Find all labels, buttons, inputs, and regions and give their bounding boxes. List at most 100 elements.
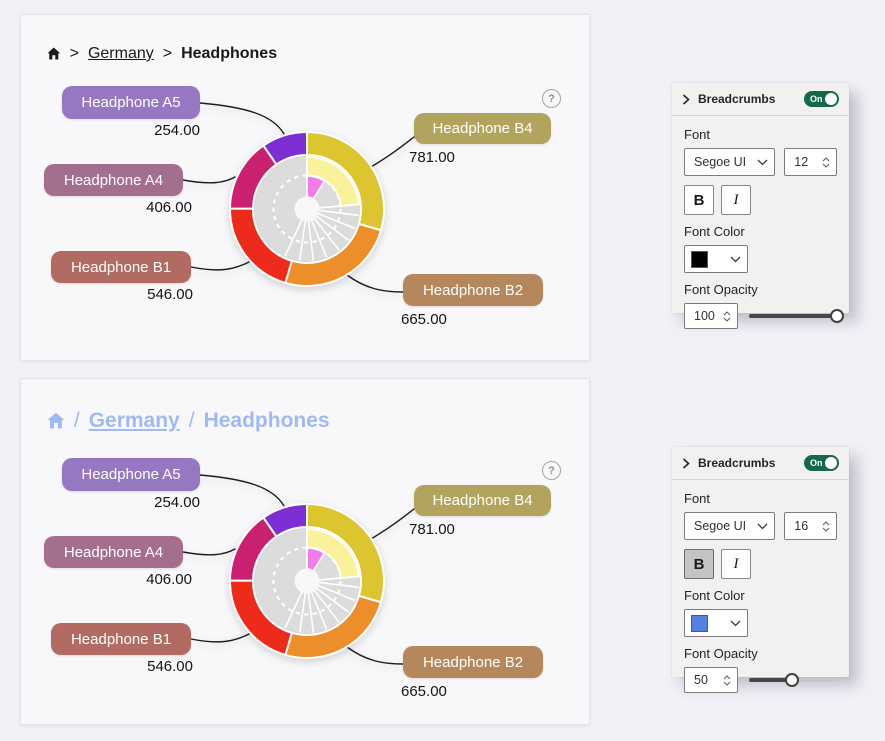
breadcrumbs-toggle[interactable]: On bbox=[804, 91, 839, 107]
ring-divider bbox=[284, 591, 303, 629]
leader-line bbox=[370, 136, 415, 168]
leader-line bbox=[370, 508, 415, 540]
opacity-value: 100 bbox=[694, 309, 715, 323]
category-badge-headphone-b4[interactable]: Headphone B4 bbox=[414, 485, 551, 516]
breadcrumb: / Germany / Headphones bbox=[47, 409, 330, 433]
value-label: 781.00 bbox=[409, 521, 455, 538]
breadcrumb-item-germany[interactable]: Germany bbox=[88, 409, 180, 432]
slider-fill bbox=[749, 678, 792, 682]
color-swatch bbox=[691, 250, 708, 268]
format-pane-breadcrumbs: Breadcrumbs On Font Segoe UI 12 B I Fo bbox=[672, 83, 849, 329]
spinner-arrows[interactable] bbox=[723, 310, 731, 322]
value-label: 254.00 bbox=[154, 122, 200, 139]
opacity-input[interactable]: 100 bbox=[684, 303, 738, 329]
toggle-on-label: On bbox=[810, 458, 823, 468]
font-size-value: 16 bbox=[794, 519, 809, 533]
value-label: 546.00 bbox=[147, 658, 193, 675]
ring-divider bbox=[298, 592, 307, 633]
opacity-value: 50 bbox=[694, 673, 708, 687]
category-badge-headphone-b2[interactable]: Headphone B2 bbox=[403, 274, 543, 306]
ring-divider bbox=[317, 584, 356, 602]
toggle-knob bbox=[825, 93, 837, 105]
italic-button[interactable]: I bbox=[721, 185, 751, 215]
font-color-dropdown[interactable] bbox=[684, 245, 748, 273]
font-opacity-label: Font Opacity bbox=[684, 646, 758, 661]
leader-line bbox=[190, 632, 252, 643]
format-section-header[interactable]: Breadcrumbs On bbox=[672, 447, 849, 480]
help-icon[interactable]: ? bbox=[542, 461, 561, 480]
font-family-value: Segoe UI bbox=[694, 519, 747, 533]
leader-line bbox=[182, 176, 236, 184]
opacity-slider[interactable] bbox=[747, 308, 844, 324]
ring-divider bbox=[318, 581, 359, 589]
home-icon[interactable] bbox=[47, 412, 65, 430]
bold-button[interactable]: B bbox=[684, 185, 714, 215]
breadcrumb-separator: / bbox=[73, 409, 80, 432]
opacity-slider[interactable] bbox=[747, 672, 837, 688]
section-title: Breadcrumbs bbox=[698, 92, 776, 106]
font-color-dropdown[interactable] bbox=[684, 609, 748, 637]
toggle-on-label: On bbox=[810, 94, 823, 104]
leader-line bbox=[182, 548, 236, 556]
leader-line bbox=[346, 274, 404, 293]
ring-divider bbox=[310, 591, 328, 630]
value-label: 665.00 bbox=[401, 683, 447, 700]
breadcrumb-item-germany[interactable]: Germany bbox=[87, 45, 154, 62]
category-badge-headphone-a4[interactable]: Headphone A4 bbox=[44, 164, 183, 196]
font-color-label: Font Color bbox=[684, 224, 745, 239]
slider-knob[interactable] bbox=[785, 673, 799, 687]
home-icon[interactable] bbox=[47, 47, 61, 61]
ring-divider bbox=[316, 587, 350, 613]
section-title: Breadcrumbs bbox=[698, 456, 776, 470]
spinner-arrows[interactable] bbox=[822, 520, 830, 532]
font-family-select[interactable]: Segoe UI bbox=[684, 148, 776, 176]
font-color-label: Font Color bbox=[684, 588, 745, 603]
font-label: Font bbox=[684, 491, 711, 506]
chevron-down-icon bbox=[730, 256, 741, 262]
font-size-input[interactable]: 12 bbox=[784, 148, 837, 176]
breadcrumb-separator: > bbox=[162, 45, 173, 62]
value-label: 546.00 bbox=[147, 286, 193, 303]
ring-divider bbox=[307, 220, 315, 261]
category-badge-headphone-b4[interactable]: Headphone B4 bbox=[414, 113, 551, 144]
category-badge-headphone-b1[interactable]: Headphone B1 bbox=[51, 623, 191, 655]
help-icon[interactable]: ? bbox=[542, 89, 561, 108]
dashed-ring bbox=[272, 174, 342, 244]
category-badge-headphone-a4[interactable]: Headphone A4 bbox=[44, 536, 183, 568]
leader-line bbox=[199, 102, 285, 135]
font-family-select[interactable]: Segoe UI bbox=[684, 512, 776, 540]
ring-divider bbox=[318, 203, 359, 209]
report-visual-card-formatted: / Germany / Headphones Headphone B4 781.0… bbox=[20, 378, 590, 725]
breadcrumbs-toggle[interactable]: On bbox=[804, 455, 839, 471]
font-label: Font bbox=[684, 127, 711, 142]
color-swatch bbox=[691, 614, 708, 632]
format-pane-breadcrumbs: Breadcrumbs On Font Segoe UI 16 B I Fo bbox=[672, 447, 849, 693]
opacity-input[interactable]: 50 bbox=[684, 667, 738, 693]
ring-divider bbox=[318, 209, 359, 217]
chevron-down-icon bbox=[730, 620, 741, 626]
bold-button[interactable]: B bbox=[684, 549, 714, 579]
category-badge-headphone-a5[interactable]: Headphone A5 bbox=[62, 86, 200, 119]
ring-divider bbox=[313, 217, 340, 251]
format-section-header[interactable]: Breadcrumbs On bbox=[672, 83, 849, 116]
font-size-input[interactable]: 16 bbox=[784, 512, 837, 540]
font-opacity-label: Font Opacity bbox=[684, 282, 758, 297]
value-label: 665.00 bbox=[401, 311, 447, 328]
category-badge-headphone-b2[interactable]: Headphone B2 bbox=[403, 646, 543, 678]
chart-center bbox=[294, 196, 320, 222]
category-badge-headphone-a5[interactable]: Headphone A5 bbox=[62, 458, 200, 491]
breadcrumb-item-headphones: Headphones bbox=[181, 45, 278, 62]
ring-divider bbox=[316, 215, 350, 241]
value-label: 406.00 bbox=[146, 571, 192, 588]
sunburst-chart: Headphone B4 781.00 Headphone B2 665.00 Head… bbox=[21, 15, 589, 360]
slider-track[interactable] bbox=[749, 314, 835, 318]
category-badge-headphone-b1[interactable]: Headphone B1 bbox=[51, 251, 191, 283]
italic-button[interactable]: I bbox=[721, 549, 751, 579]
font-size-value: 12 bbox=[794, 155, 809, 169]
ring-divider bbox=[317, 212, 356, 230]
spinner-arrows[interactable] bbox=[822, 156, 830, 168]
spinner-arrows[interactable] bbox=[723, 674, 731, 686]
ring-divider bbox=[313, 589, 340, 623]
slider-knob[interactable] bbox=[830, 309, 844, 323]
breadcrumb-separator: / bbox=[188, 409, 195, 432]
